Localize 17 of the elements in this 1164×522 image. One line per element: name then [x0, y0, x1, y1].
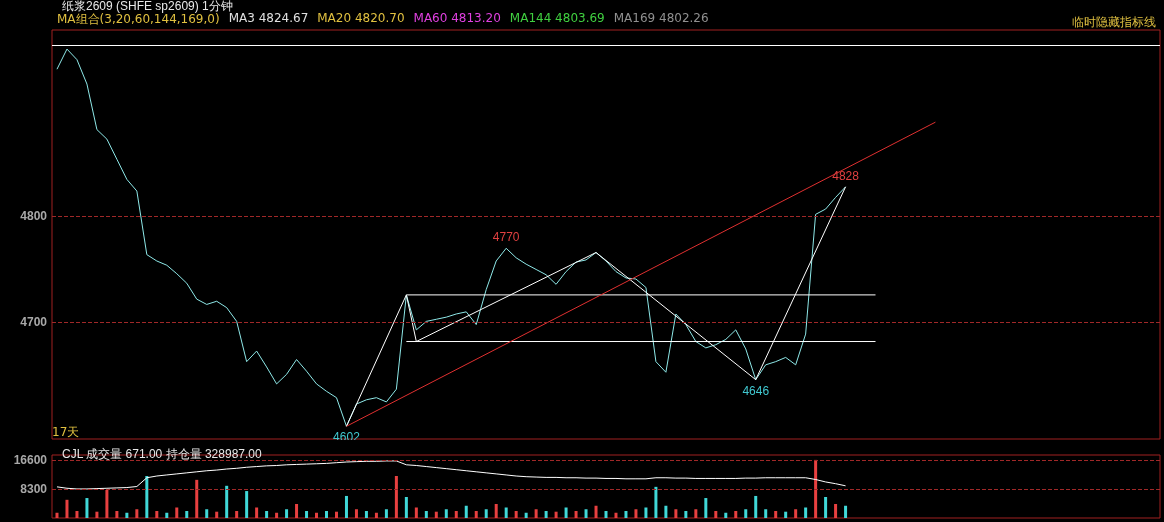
annotation: 17天: [52, 424, 80, 441]
text: 临时隐藏指标线: [1072, 14, 1156, 31]
data-label: 4646: [742, 383, 770, 398]
chart-title: CJL 成交量 671.00 持仓量 328987.00: [62, 447, 262, 461]
data-label: 4770: [492, 230, 520, 245]
y-tick-label: 4800: [20, 209, 48, 224]
y-tick-label: 4700: [20, 315, 48, 330]
text: MA169 4802.26: [613, 11, 709, 27]
y-tick-label: 8300: [20, 481, 48, 496]
text: MA60 4813.20: [413, 11, 501, 27]
data-label: 4828: [832, 168, 860, 183]
chart-title: 纸浆2609 (SHFE sp2609) 1分钟: [62, 0, 233, 13]
text: MA3 4824.67: [228, 11, 309, 27]
y-tick-label: 16600: [13, 452, 48, 467]
text: MA144 4803.69: [509, 11, 605, 27]
text: MA20 4820.70: [317, 11, 405, 27]
text: MA组合(3,20,60,144,169,0): [57, 12, 220, 28]
